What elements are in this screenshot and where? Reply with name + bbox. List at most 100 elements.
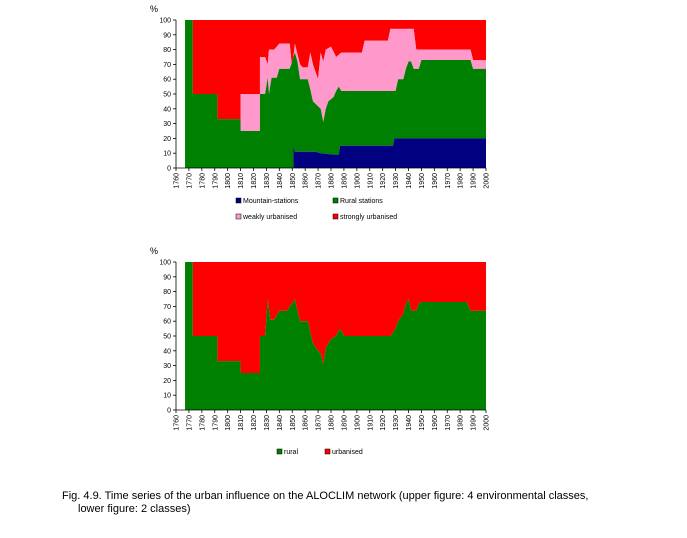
y-tick-label: 20 — [163, 378, 171, 385]
x-tick-label: 1920 — [380, 173, 387, 189]
legend-swatch — [276, 448, 283, 455]
x-tick-label: 1860 — [303, 415, 310, 431]
x-tick-label: 1960 — [432, 173, 439, 189]
x-tick-label: 1830 — [264, 415, 271, 431]
area-rural-stations — [185, 20, 486, 168]
x-tick-label: 1900 — [354, 173, 361, 189]
y-tick-label: 60 — [163, 77, 171, 84]
y-tick-label: 30 — [163, 121, 171, 128]
legend-swatch — [332, 213, 339, 220]
x-tick-label: 1860 — [303, 173, 310, 189]
x-tick-label: 1990 — [471, 173, 478, 189]
x-tick-label: 1810 — [238, 173, 245, 189]
y-tick-label: 70 — [163, 62, 171, 69]
area-weakly-urbanised — [185, 20, 486, 131]
x-tick-label: 1840 — [277, 415, 284, 431]
legend-swatch — [235, 197, 242, 204]
y-tick-label: 70 — [163, 304, 171, 311]
y-tick-label: 10 — [163, 151, 171, 158]
y-tick-label: 90 — [163, 274, 171, 281]
x-tick-label: 1800 — [225, 173, 232, 189]
y-axis-unit: % — [150, 4, 158, 14]
x-tick-label: 1920 — [380, 415, 387, 431]
x-tick-label: 1940 — [406, 415, 413, 431]
x-tick-label: 1790 — [212, 173, 219, 189]
x-tick-label: 1820 — [251, 415, 258, 431]
figure-caption: Fig. 4.9. Time series of the urban influ… — [62, 490, 682, 516]
x-tick-label: 1930 — [393, 415, 400, 431]
x-tick-label: 1890 — [341, 415, 348, 431]
legend-label: Mountain-stations — [243, 198, 299, 205]
y-tick-label: 40 — [163, 106, 171, 113]
legend-label: Rural stations — [340, 198, 383, 205]
x-tick-label: 1940 — [406, 173, 413, 189]
y-axis-unit: % — [150, 246, 158, 256]
y-tick-label: 50 — [163, 334, 171, 341]
x-tick-label: 1830 — [264, 173, 271, 189]
x-tick-label: 2000 — [484, 415, 491, 431]
legend-item: rural — [276, 448, 298, 456]
x-tick-label: 1770 — [186, 415, 193, 431]
y-tick-label: 80 — [163, 289, 171, 296]
x-tick-label: 1980 — [458, 415, 465, 431]
legend-item: Rural stations — [332, 197, 383, 205]
area-mountain-stations — [185, 138, 486, 168]
legend-swatch — [235, 213, 242, 220]
x-tick-label: 1970 — [445, 415, 452, 431]
x-tick-label: 1850 — [290, 173, 297, 189]
x-tick-label: 1770 — [186, 173, 193, 189]
x-tick-label: 1840 — [277, 173, 284, 189]
area-rural — [185, 262, 486, 410]
x-tick-label: 1930 — [393, 173, 400, 189]
legend-swatch — [332, 197, 339, 204]
y-tick-label: 10 — [163, 393, 171, 400]
y-tick-label: 0 — [167, 408, 171, 415]
x-tick-label: 1870 — [316, 173, 323, 189]
x-tick-label: 1850 — [290, 415, 297, 431]
x-tick-label: 1810 — [238, 415, 245, 431]
x-tick-label: 1870 — [316, 415, 323, 431]
x-tick-label: 1880 — [329, 415, 336, 431]
area-urbanised — [185, 262, 486, 373]
x-tick-label: 1880 — [329, 173, 336, 189]
x-tick-label: 1980 — [458, 173, 465, 189]
legend-item: strongly urbanised — [332, 213, 397, 221]
y-tick-label: 80 — [163, 47, 171, 54]
chart-1: 0 10 20 30 40 50 60 70 80 90 100% 1760 1770 1780 1790 1… — [150, 4, 491, 221]
x-tick-label: 1990 — [471, 415, 478, 431]
x-tick-label: 1890 — [341, 173, 348, 189]
x-tick-label: 2000 — [484, 173, 491, 189]
y-tick-label: 40 — [163, 348, 171, 355]
y-tick-label: 30 — [163, 363, 171, 370]
legend-item: weakly urbanised — [235, 213, 297, 221]
chart-2: 0 10 20 30 40 50 60 70 80 90 100% 1760 1770 1780 1790 1… — [150, 246, 491, 456]
legend-label: strongly urbanised — [340, 214, 397, 221]
x-tick-label: 1780 — [199, 415, 206, 431]
legend-item: Mountain-stations — [235, 197, 299, 205]
y-tick-label: 100 — [159, 260, 171, 267]
y-tick-label: 60 — [163, 319, 171, 326]
legend-label: urbanised — [332, 449, 363, 456]
y-tick-label: 20 — [163, 136, 171, 143]
legend-item: urbanised — [324, 448, 363, 456]
x-tick-label: 1800 — [225, 415, 232, 431]
x-tick-label: 1760 — [174, 173, 181, 189]
y-tick-label: 0 — [167, 166, 171, 173]
x-tick-label: 1900 — [354, 415, 361, 431]
caption-line-1: Fig. 4.9. Time series of the urban influ… — [62, 490, 589, 502]
x-tick-label: 1910 — [367, 173, 374, 189]
x-tick-label: 1950 — [419, 173, 426, 189]
x-tick-label: 1780 — [199, 173, 206, 189]
x-tick-label: 1970 — [445, 173, 452, 189]
x-tick-label: 1820 — [251, 173, 258, 189]
x-tick-label: 1910 — [367, 415, 374, 431]
y-tick-label: 90 — [163, 32, 171, 39]
legend-label: rural — [284, 449, 298, 456]
x-tick-label: 1760 — [174, 415, 181, 431]
legend-label: weakly urbanised — [242, 214, 297, 221]
area-strongly-urbanised — [185, 20, 486, 120]
x-tick-label: 1960 — [432, 415, 439, 431]
y-tick-label: 50 — [163, 92, 171, 99]
x-tick-label: 1790 — [212, 415, 219, 431]
